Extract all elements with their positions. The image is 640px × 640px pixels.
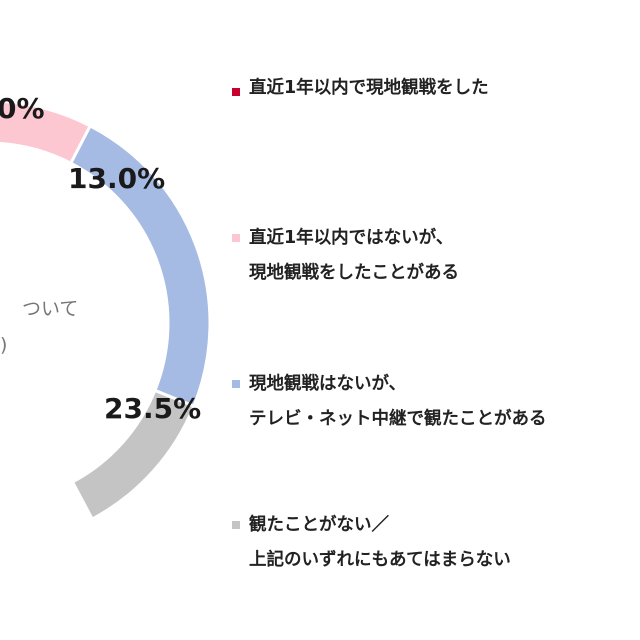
center-text-line-2: ) xyxy=(0,334,7,356)
legend-swatch-recent xyxy=(232,88,240,96)
legend-label-recent-line-1: 直近1年以内で現地観戦をした xyxy=(249,78,489,98)
center-text-line-1: ついて xyxy=(22,298,78,320)
slice-none xyxy=(70,388,196,522)
slice-label-tv: 23.5% xyxy=(104,392,201,425)
legend-label-tv-line-2: テレビ・ネット中継で観たことがある xyxy=(249,409,547,429)
legend-swatch-none xyxy=(232,521,240,529)
legend-label-none-line-2: 上記のいずれにもあてはまらない xyxy=(249,550,511,570)
legend-swatch-tv xyxy=(232,380,240,388)
legend-label-past-line-2: 現地観戦をしたことがある xyxy=(249,263,459,283)
legend-label-tv-line-1: 現地観戦はないが、 xyxy=(249,374,407,394)
legend-label-none-line-1: 観たことがない／ xyxy=(249,515,389,535)
slice-label-recent: 0% xyxy=(0,92,45,125)
legend-label-past-line-1: 直近1年以内ではないが、 xyxy=(249,228,454,248)
slice-label-past: 13.0% xyxy=(68,162,165,195)
legend: 直近1年以内で現地観戦をした 直近1年以内ではないが、 現地観戦をしたことがある… xyxy=(232,0,640,640)
legend-swatch-past xyxy=(232,234,240,242)
